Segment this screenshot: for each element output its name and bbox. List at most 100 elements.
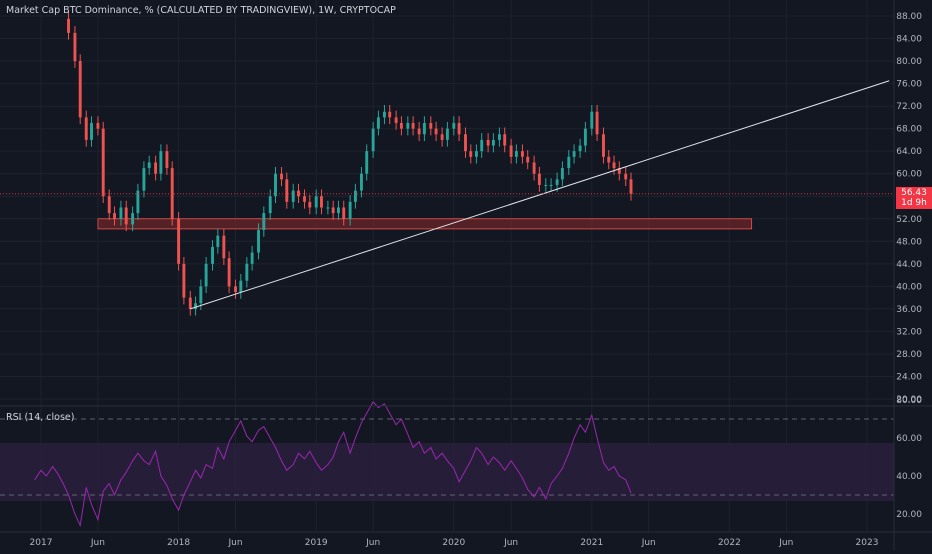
candle-body <box>382 111 386 118</box>
rsi-tick-label: 20.00 <box>896 510 922 520</box>
candle-body <box>359 173 363 191</box>
time-tick-label: 2017 <box>30 538 53 548</box>
rsi-band <box>0 443 894 501</box>
candle-body <box>199 286 203 304</box>
candle-body <box>549 184 553 186</box>
candle-body <box>348 201 352 219</box>
time-tick-label: 2021 <box>580 538 603 548</box>
price-tick-label: 76.00 <box>896 80 922 90</box>
candle-body <box>188 297 192 309</box>
candle-body <box>394 117 398 124</box>
candle-body <box>211 246 214 264</box>
candle-body <box>595 111 599 135</box>
candle-body <box>239 280 243 292</box>
candle-body <box>142 168 146 191</box>
last-price-tag: 56.43 1d 9h <box>896 187 932 209</box>
time-tick-label: Jun <box>365 538 380 548</box>
candle-body <box>537 173 541 185</box>
candle-body <box>514 151 518 157</box>
chart-title: Market Cap BTC Dominance, % (CALCULATED … <box>6 5 396 16</box>
candle-body <box>434 128 438 135</box>
candle-body <box>194 303 198 309</box>
time-tick-label: 2019 <box>305 538 328 548</box>
support-zone <box>97 218 753 230</box>
candle-body <box>177 218 181 264</box>
rsi-tick-label: 60.00 <box>896 434 922 444</box>
candle-body <box>532 162 536 174</box>
last-price-value: 56.43 <box>901 188 927 198</box>
candle-body <box>90 123 93 140</box>
candle-body <box>96 123 100 129</box>
price-tick-label: 28.00 <box>896 350 922 360</box>
candle-body <box>291 190 295 202</box>
candle-body <box>567 156 571 169</box>
candle-body <box>457 123 461 135</box>
candle-body <box>365 151 369 174</box>
candle-body <box>280 173 283 180</box>
candle-body <box>526 156 530 163</box>
candle-body <box>342 207 346 219</box>
candle-body <box>170 168 174 219</box>
candle-body <box>617 168 621 174</box>
price-tick-label: 68.00 <box>896 125 922 135</box>
rsi-tick-label: 40.00 <box>896 472 922 482</box>
rsi-plot <box>0 401 894 528</box>
price-tick-label: 52.00 <box>896 215 922 225</box>
time-tick-label: Jun <box>227 538 242 548</box>
candle-body <box>469 151 473 157</box>
candle-body <box>612 162 616 169</box>
candle-body <box>520 151 524 157</box>
support-zone-box <box>97 218 753 230</box>
price-tick-label: 80.00 <box>896 57 922 67</box>
candle-body <box>417 128 421 135</box>
candle-body <box>250 252 254 264</box>
candle-body <box>136 190 140 214</box>
candle-body <box>376 117 380 129</box>
candle-body <box>84 117 88 140</box>
price-tick-label: 32.00 <box>896 327 922 337</box>
candle-body <box>607 156 611 163</box>
price-tick-label: 48.00 <box>896 237 922 247</box>
rsi-axis[interactable]: 80.00 60.00 40.00 20.00 <box>896 396 922 520</box>
candle-body <box>222 235 226 259</box>
trendline[interactable] <box>190 80 890 310</box>
candle-body <box>165 151 169 169</box>
candle-body <box>182 263 186 298</box>
candle-body <box>262 213 266 231</box>
candle-body <box>326 207 330 209</box>
time-tick-label: 2018 <box>167 538 190 548</box>
candle-body <box>113 213 116 219</box>
candle-body <box>297 190 300 197</box>
time-tick-label: 2020 <box>442 538 465 548</box>
candle-body <box>602 134 605 157</box>
candle-body <box>107 196 111 214</box>
candle-body <box>445 128 449 140</box>
time-axis[interactable]: 2017 Jun 2018 Jun 2019 Jun 2020 Jun 2021 Jun 2022 J… <box>30 538 879 548</box>
candle-body <box>67 18 70 33</box>
candle-body <box>119 207 123 219</box>
price-tick-label: 40.00 <box>896 282 922 292</box>
price-tick-label: 88.00 <box>896 12 922 22</box>
candle-body <box>555 179 559 185</box>
candle-body <box>124 207 128 225</box>
candle-body <box>486 139 490 146</box>
candle-body <box>440 134 444 140</box>
candle-body <box>629 179 633 194</box>
candle-body <box>399 123 403 129</box>
trendline-line <box>190 80 890 310</box>
candle-body <box>371 128 375 152</box>
candle-body <box>422 123 426 135</box>
candle-body <box>320 196 323 208</box>
time-tick-label: 2023 <box>856 538 879 548</box>
price-tick-label: 36.00 <box>896 305 922 315</box>
candle-body <box>314 196 318 208</box>
candle-body <box>491 139 495 146</box>
candle-body <box>480 139 484 152</box>
candle-body <box>154 162 158 174</box>
candle-body <box>73 32 77 62</box>
candle-body <box>274 173 277 197</box>
candle-body <box>624 173 628 180</box>
candle-body <box>560 168 564 180</box>
price-tick-label: 44.00 <box>896 260 922 270</box>
